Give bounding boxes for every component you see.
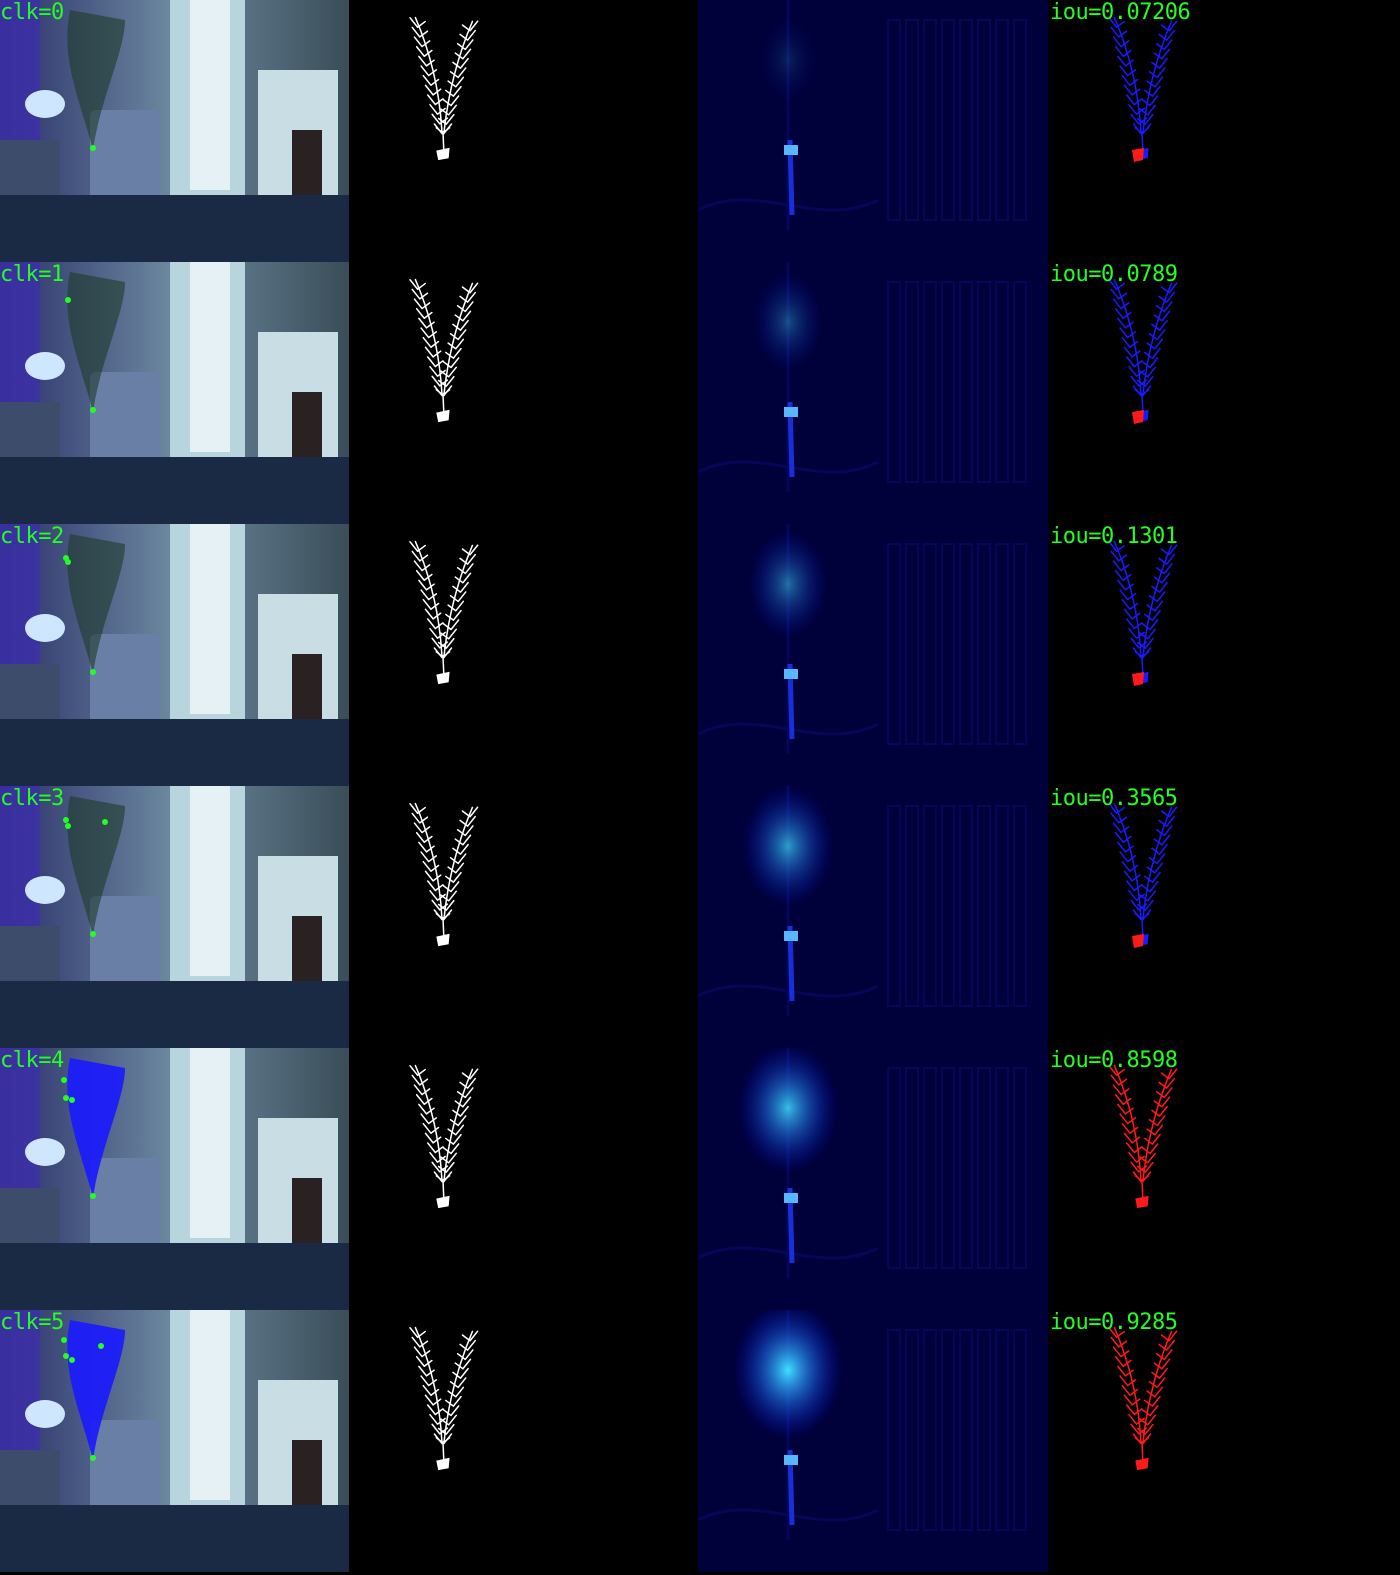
iou-score-label: iou=0.3565 [1050, 786, 1178, 811]
prediction-overlay-panel: iou=0.0789 [1048, 262, 1400, 524]
prediction-overlay-panel: iou=0.1301 [1048, 524, 1400, 786]
click-count-label: clk=2 [0, 524, 64, 549]
click-point [90, 669, 96, 675]
result-row-2: clk=2 iou=0.1301 [0, 524, 1400, 786]
ground-truth-mask-panel [349, 786, 698, 1048]
click-point [102, 819, 108, 825]
click-point [65, 297, 71, 303]
click-count-label: clk=0 [0, 0, 64, 25]
iou-score-label: iou=0.1301 [1050, 524, 1178, 549]
click-count-label: clk=4 [0, 1048, 64, 1073]
ground-truth-mask-panel [349, 1310, 698, 1572]
probability-heatmap-panel [698, 524, 1048, 786]
click-point [63, 1353, 69, 1359]
click-point [63, 1095, 69, 1101]
click-point [69, 1097, 75, 1103]
probability-heatmap-panel [698, 786, 1048, 1048]
click-point [90, 1193, 96, 1199]
click-count-label: clk=1 [0, 262, 64, 287]
ground-truth-mask-panel [349, 1048, 698, 1310]
probability-heatmap-panel [698, 1048, 1048, 1310]
result-row-0: clk=0 iou=0.07206 [0, 0, 1400, 262]
result-row-5: clk=5 iou=0.9285 [0, 1310, 1400, 1572]
iou-score-label: iou=0.8598 [1050, 1048, 1178, 1073]
click-count-label: clk=5 [0, 1310, 64, 1335]
result-row-3: clk=3 iou=0.3565 [0, 786, 1400, 1048]
click-point [63, 817, 69, 823]
iou-score-label: iou=0.9285 [1050, 1310, 1178, 1335]
click-point [90, 145, 96, 151]
click-point [65, 823, 71, 829]
click-point [98, 1343, 104, 1349]
iou-score-label: iou=0.0789 [1050, 262, 1178, 287]
click-point [61, 1077, 67, 1083]
ground-truth-mask-panel [349, 524, 698, 786]
click-point [65, 559, 71, 565]
probability-heatmap-panel [698, 0, 1048, 262]
ground-truth-mask-panel [349, 0, 698, 262]
probability-heatmap-panel [698, 1310, 1048, 1572]
prediction-overlay-panel: iou=0.9285 [1048, 1310, 1400, 1572]
click-point [69, 1357, 75, 1363]
prediction-overlay-panel: iou=0.8598 [1048, 1048, 1400, 1310]
input-image-panel: clk=2 [0, 524, 349, 786]
iou-score-label: iou=0.07206 [1050, 0, 1191, 25]
input-image-panel: clk=1 [0, 262, 349, 524]
prediction-overlay-panel: iou=0.3565 [1048, 786, 1400, 1048]
click-point [61, 1337, 67, 1343]
click-point [90, 931, 96, 937]
input-image-panel: clk=0 [0, 0, 349, 262]
click-point [90, 407, 96, 413]
input-image-panel: clk=4 [0, 1048, 349, 1310]
probability-heatmap-panel [698, 262, 1048, 524]
input-image-panel: clk=3 [0, 786, 349, 1048]
result-row-1: clk=1 iou=0.0789 [0, 262, 1400, 524]
click-point [90, 1455, 96, 1461]
prediction-overlay-panel: iou=0.07206 [1048, 0, 1400, 262]
click-count-label: clk=3 [0, 786, 64, 811]
ground-truth-mask-panel [349, 262, 698, 524]
result-row-4: clk=4 iou=0.8598 [0, 1048, 1400, 1310]
input-image-panel: clk=5 [0, 1310, 349, 1572]
